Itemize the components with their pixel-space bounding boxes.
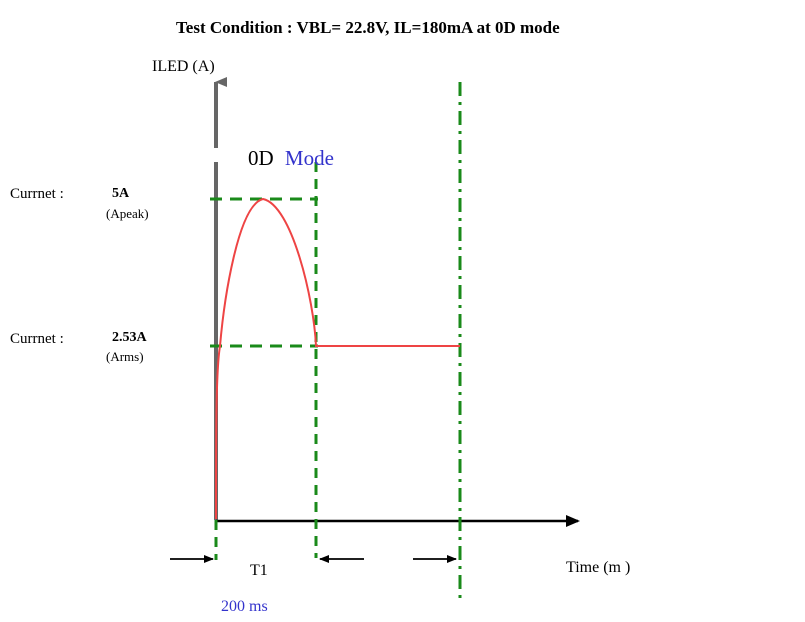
x-axis-label: Time (m ) (566, 559, 630, 576)
rms-current-note: (Arms) (106, 349, 144, 364)
current-waveform (215, 197, 460, 520)
mode-label: 0D Mode (248, 146, 334, 170)
rms-current-label: Currnet : (10, 331, 64, 347)
y-axis-label: ILED (A) (152, 58, 215, 75)
peak-current-value: 5A (112, 186, 130, 201)
rms-current-value: 2.53A (112, 330, 148, 345)
y-axis-gap (212, 148, 220, 162)
peak-current-note: (Apeak) (106, 206, 149, 221)
mode-label-suffix: Mode (285, 146, 334, 170)
t1-duration: 200 ms (221, 598, 268, 615)
peak-current-label: Currnet : (10, 186, 64, 202)
mode-label-prefix: 0D (248, 146, 274, 170)
diagram-title: Test Condition : VBL= 22.8V, IL=180mA at… (176, 18, 560, 37)
t1-label: T1 (250, 562, 268, 579)
